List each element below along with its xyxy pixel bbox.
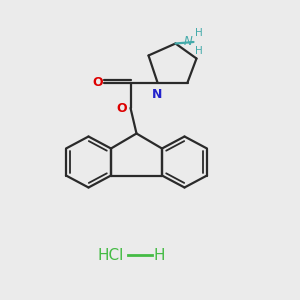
Text: N: N xyxy=(152,88,163,101)
Text: H: H xyxy=(195,46,203,56)
Text: N: N xyxy=(184,35,193,48)
Text: H: H xyxy=(153,248,165,262)
Text: O: O xyxy=(93,76,104,89)
Text: H: H xyxy=(195,28,203,38)
Text: HCl: HCl xyxy=(98,248,124,262)
Text: O: O xyxy=(117,101,128,115)
